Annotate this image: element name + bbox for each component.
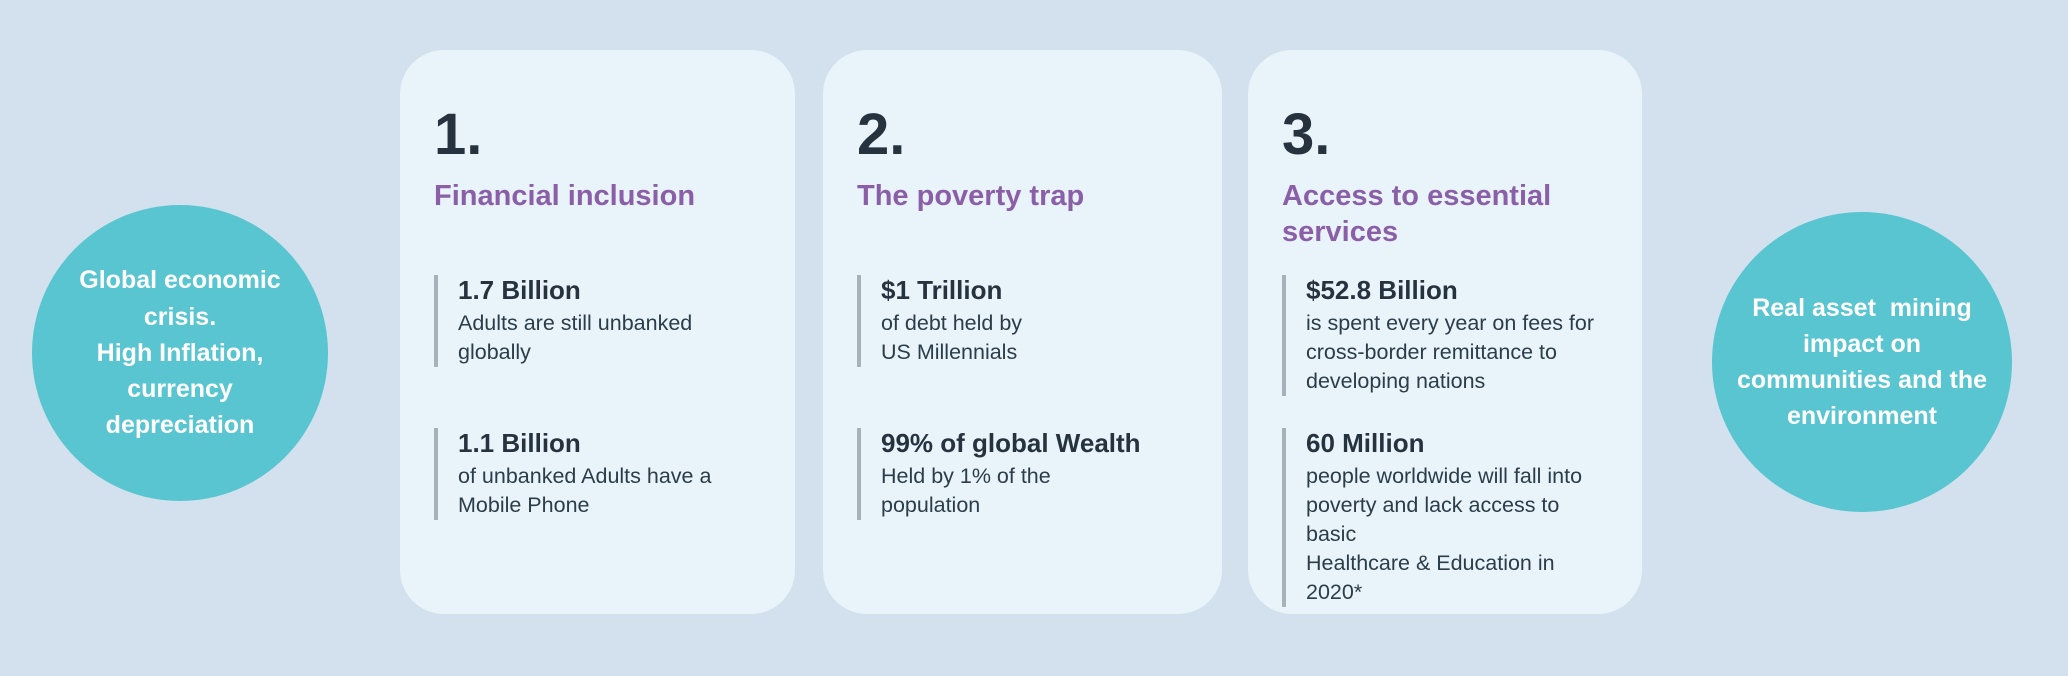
stat-description: of debt held by US Millennials [881, 311, 1023, 365]
stat-slot: $1 Trillion of debt held by US Millennia… [857, 275, 1186, 428]
stat-slot: 1.1 Billion of unbanked Adults have a Mo… [434, 428, 759, 581]
stat-slot: 99% of global Wealth Held by 1% of the p… [857, 428, 1186, 581]
stat: 1.1 Billion of unbanked Adults have a Mo… [434, 428, 759, 521]
card-number: 1. [434, 102, 483, 167]
stat-description: Held by 1% of the population [881, 464, 1051, 518]
card-number: 3. [1282, 102, 1331, 167]
stat-description: Adults are still unbanked globally [458, 311, 693, 365]
stat-value: 60 Million [1306, 428, 1425, 458]
stat: 99% of global Wealth Held by 1% of the p… [857, 428, 1186, 521]
stat-value: 1.7 Billion [458, 275, 581, 305]
stat-slot: 1.7 Billion Adults are still unbanked gl… [434, 275, 759, 428]
right-circle-text: Real asset mining impact on communities … [1736, 293, 1988, 431]
card-title: Financial inclusion [434, 180, 696, 212]
stat-value: 1.1 Billion [458, 428, 581, 458]
stat: $1 Trillion of debt held by US Millennia… [857, 275, 1186, 368]
stat-value: $52.8 Billion [1306, 275, 1458, 305]
stat-value: $1 Trillion [881, 275, 1003, 305]
stat-slot: 60 Million people worldwide will fall in… [1282, 428, 1606, 608]
card-number: 2. [857, 102, 906, 167]
card-title: The poverty trap [857, 180, 1085, 212]
stat: $52.8 Billion is spent every year on fee… [1282, 275, 1606, 397]
stat: 1.7 Billion Adults are still unbanked gl… [434, 275, 759, 368]
card-financial-inclusion: 1. Financial inclusion 1.7 Billion Adult… [400, 50, 795, 614]
card-access-essential-services: 3. Access to essential services $52.8 Bi… [1248, 50, 1642, 614]
left-circle-text: Global economic crisis. High Inflation, … [79, 266, 281, 440]
stat-slot: $52.8 Billion is spent every year on fee… [1282, 275, 1606, 428]
card-title: Access to essential services [1282, 180, 1552, 249]
left-circle: Global economic crisis. High Inflation, … [32, 205, 328, 501]
stat-description: is spent every year on fees for cross-bo… [1306, 311, 1595, 394]
card-poverty-trap: 2. The poverty trap $1 Trillion of debt … [823, 50, 1222, 614]
right-circle: Real asset mining impact on communities … [1712, 212, 2012, 512]
stat: 60 Million people worldwide will fall in… [1282, 428, 1606, 608]
stat-value: 99% of global Wealth [881, 428, 1141, 458]
stat-description: people worldwide will fall into poverty … [1306, 464, 1583, 605]
stat-description: of unbanked Adults have a Mobile Phone [458, 464, 712, 518]
